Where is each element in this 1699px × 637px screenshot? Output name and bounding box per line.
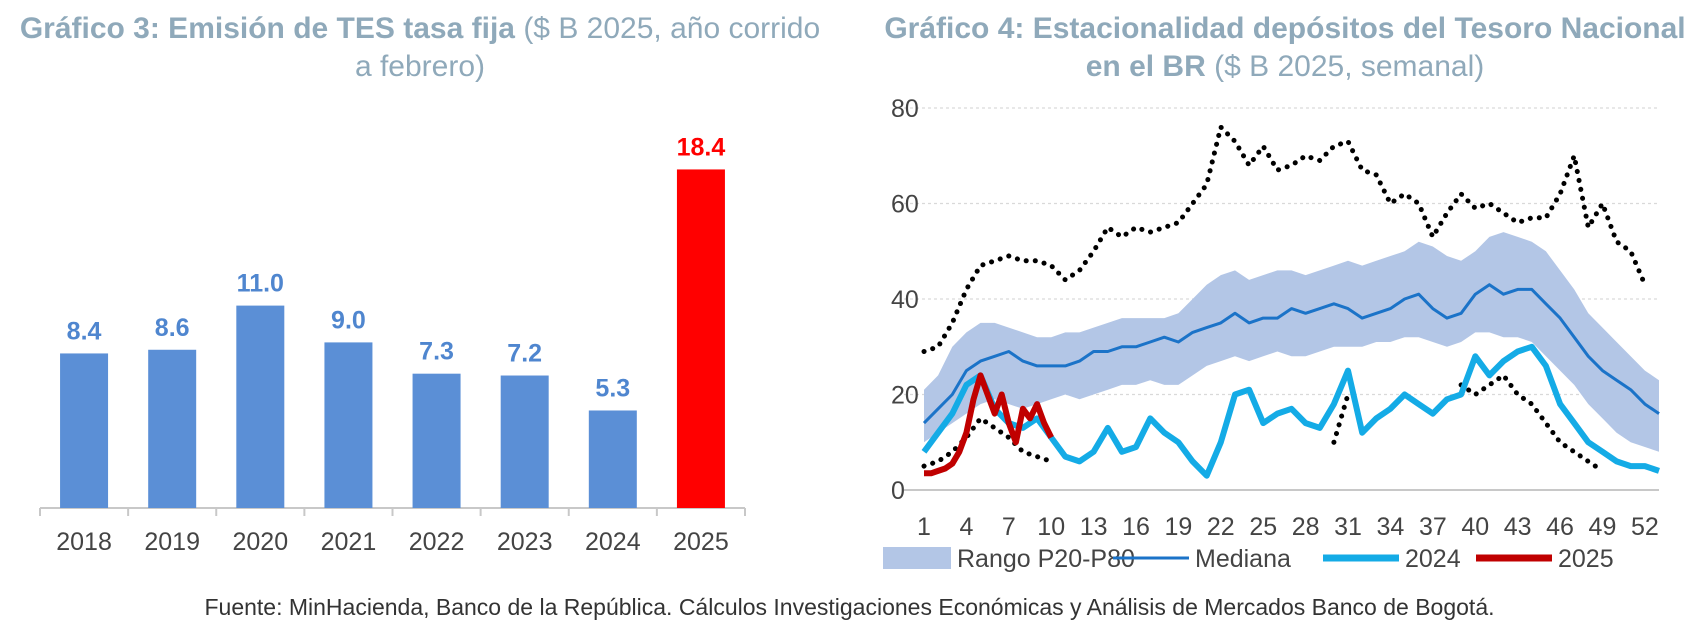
x-tick-label: 37 [1419,513,1447,541]
data-label: 18.4 [677,133,726,161]
legend-label: Rango P20-P80 [957,545,1135,573]
x-tick-label: 2024 [585,528,641,556]
y-tick-label: 40 [891,286,919,314]
x-tick-label: 34 [1377,513,1405,541]
y-tick-label: 20 [891,382,919,410]
legend-label: Mediana [1195,545,1291,573]
bar-2019 [148,349,197,508]
band-p20-p80 [924,232,1659,452]
x-tick-label: 10 [1037,513,1065,541]
x-tick-label: 43 [1504,513,1532,541]
x-tick-label: 2021 [321,528,377,556]
x-tick-label: 2020 [233,528,289,556]
data-label: 9.0 [331,306,366,334]
x-tick-label: 46 [1546,513,1574,541]
x-tick-label: 2018 [56,528,112,556]
series-p10-p90 [921,122,1648,354]
bar-2021 [324,342,373,508]
chart4-title-rest: ($ B 2025, semanal) [1214,50,1485,83]
bar-chart: 8.4 2018 8.6 2019 11.0 2020 9.0 2021 7.3 2022 7.2 2… [39,133,746,556]
chart3-title-bold: Gráfico 3: Emisión de TES tasa fija [19,12,515,45]
chart3-title: Gráfico 3: Emisión de TES tasa fija ($ B… [10,10,830,86]
legend-label: 2025 [1558,545,1614,573]
x-tick-label: 2019 [144,528,200,556]
data-label: 5.3 [595,374,630,402]
series-2025 [924,372,1054,477]
x-tick-label: 13 [1080,513,1108,541]
x-tick-label: 31 [1334,513,1362,541]
bar-2025 [676,169,725,508]
x-tick-label: 22 [1207,513,1235,541]
bar-2023 [500,375,549,508]
chart3-title-rest: ($ B 2025, año corrido a febrero) [354,12,821,83]
data-label: 7.3 [419,338,454,366]
x-tick-label: 19 [1165,513,1193,541]
x-tick-label: 7 [1002,513,1016,541]
x-tick-label: 2025 [673,528,729,556]
x-tick-label: 1 [917,513,931,541]
x-tick-label: 4 [959,513,973,541]
y-tick-label: 80 [891,95,919,123]
legend-swatch [883,547,951,569]
x-tick-label: 25 [1249,513,1277,541]
bar-2020 [236,305,285,508]
x-tick-label: 16 [1122,513,1150,541]
x-tick-label: 28 [1292,513,1320,541]
series-mediana [922,283,1660,425]
legend-label: 2024 [1405,545,1461,573]
x-tick-label: 2022 [409,528,465,556]
chart4-title: Gráfico 4: Estacionalidad depósitos del … [880,10,1690,86]
x-tick-label: 40 [1461,513,1489,541]
x-tick-label: 52 [1631,513,1659,541]
series-p10-p90-low [921,371,1605,474]
y-tick-label: 0 [891,477,905,505]
source-note: Fuente: MinHacienda, Banco de la Repúbli… [204,594,1495,620]
chart4-title-bold: Gráfico 4: Estacionalidad depósitos del … [884,12,1686,83]
data-label: 8.4 [67,317,102,345]
bar-2022 [412,373,461,508]
bar-2018 [60,353,109,508]
line-chart: 0 20 40 60 80 1 4 7 10 13 16 19 22 25 28 31 34 37 40 43 46 49… [883,95,1660,573]
x-tick-label: 49 [1589,513,1617,541]
data-label: 11.0 [237,270,284,298]
data-label: 7.2 [507,340,542,368]
y-tick-label: 60 [891,191,919,219]
data-label: 8.6 [155,314,190,342]
x-tick-label: 2023 [497,528,553,556]
bar-2024 [588,410,637,508]
